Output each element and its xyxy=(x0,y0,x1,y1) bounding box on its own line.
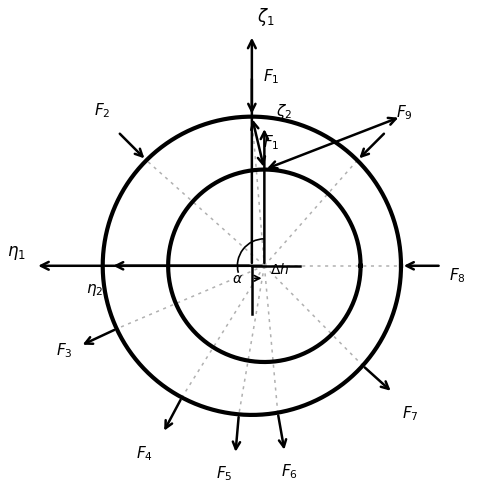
Text: $F_9$: $F_9$ xyxy=(396,103,412,122)
Text: $F_4$: $F_4$ xyxy=(136,445,153,463)
Text: $F_1$: $F_1$ xyxy=(264,134,280,152)
Text: $\eta_2$: $\eta_2$ xyxy=(86,282,104,298)
Text: $\eta_1$: $\eta_1$ xyxy=(7,244,26,262)
Text: $F_8$: $F_8$ xyxy=(449,266,466,285)
Text: $F_6$: $F_6$ xyxy=(281,462,298,481)
Text: $F_7$: $F_7$ xyxy=(402,404,419,423)
Text: $F_2$: $F_2$ xyxy=(94,101,110,120)
Text: $\zeta_2$: $\zeta_2$ xyxy=(276,102,292,121)
Text: $F_3$: $F_3$ xyxy=(56,342,72,360)
Text: $\Delta h$: $\Delta h$ xyxy=(270,262,289,277)
Text: $\zeta_1$: $\zeta_1$ xyxy=(256,6,274,28)
Text: $F_5$: $F_5$ xyxy=(216,464,232,483)
Text: $\alpha$: $\alpha$ xyxy=(232,272,243,286)
Text: $F_1$: $F_1$ xyxy=(264,67,280,86)
